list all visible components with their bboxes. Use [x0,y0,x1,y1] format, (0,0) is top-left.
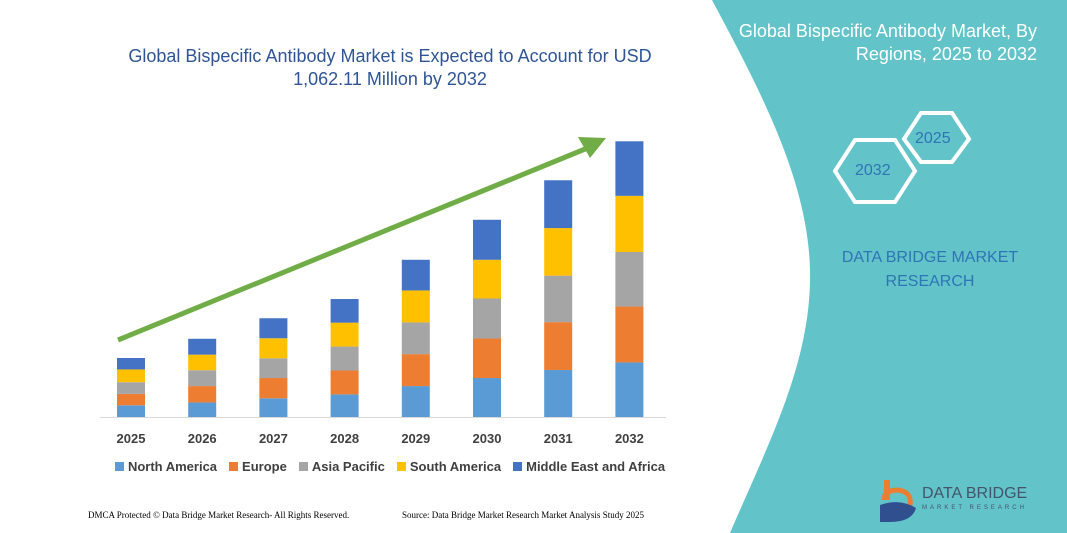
x-tick-label: 2030 [473,431,502,446]
bar-2026-middle-east-and-africa [188,338,217,355]
bar-2029-south-america [401,290,430,323]
x-tick-label: 2026 [188,431,217,446]
legend-swatch [396,462,406,471]
legend-label: Asia Pacific [311,459,385,474]
bar-2030-europe [473,338,501,379]
bar-2028-north-america [330,394,359,417]
bar-2026-asia-pacific [188,370,217,387]
footer-source: Source: Data Bridge Market Research Mark… [402,510,644,520]
hex-label-2032: 2032 [855,162,891,179]
trend-arrow [117,144,591,343]
bar-2025-north-america [117,405,145,417]
hexagon-2032 [832,138,918,204]
bar-2032-south-america [615,195,644,252]
bar-2032-asia-pacific [615,251,644,307]
brand-text: DATA BRIDGE MARKET RESEARCH [841,249,1019,290]
bar-2029-north-america [401,386,430,417]
bar-2027-asia-pacific [259,358,288,379]
logo-text: DATA BRIDGE [922,485,1028,502]
bar-2025-south-america [117,369,145,383]
bar-2030-south-america [473,259,501,299]
x-tick-label: 2027 [259,431,288,446]
x-tick-label: 2028 [330,431,359,446]
bar-2030-north-america [473,378,501,417]
bar-2029-middle-east-and-africa [401,259,430,291]
legend-swatch [513,462,523,471]
legend-item-north-america: North America [114,459,218,474]
legend-item-asia-pacific: Asia Pacific [298,459,385,474]
bar-2027-middle-east-and-africa [259,318,288,339]
bar-2025-middle-east-and-africa [117,358,145,370]
legend-label: Europe [242,459,287,474]
x-tick-label: 2029 [401,431,430,446]
legend-swatch [298,462,308,471]
chart-legend: North America Europe Asia Pacific South … [100,459,680,474]
bar-2030-asia-pacific [473,298,501,339]
legend-item-europe: Europe [229,459,287,474]
legend-label: Middle East and Africa [526,459,666,474]
bar-2032-europe [615,306,644,363]
bar-2028-asia-pacific [330,346,359,371]
bar-2027-north-america [259,398,288,417]
bar-2031-asia-pacific [544,275,573,323]
x-tick-label: 2031 [544,431,573,446]
side-panel-title: Global Bispecific Antibody Market, By Re… [738,21,1037,64]
bar-2027-europe [259,378,288,399]
side-panel-background [712,0,1067,533]
legend-label: North America [127,459,218,474]
bar-2028-south-america [330,322,359,347]
bar-2025-asia-pacific [117,382,145,394]
bar-2031-north-america [544,369,573,417]
bar-2026-south-america [188,354,217,371]
legend-label: South America [409,459,502,474]
x-tick-label: 2032 [615,431,644,446]
bar-2028-europe [330,370,359,395]
bar-2025-europe [117,393,145,406]
bar-2027-south-america [259,338,288,359]
trend-arrow-head [578,137,606,158]
legend-item-south-america: South America [396,459,502,474]
footer-copyright: DMCA Protected © Data Bridge Market Rese… [88,510,350,520]
bar-2029-asia-pacific [401,322,430,355]
bar-2030-middle-east-and-africa [473,219,501,260]
legend-item-middle-east-africa: Middle East and Africa [513,459,665,474]
bar-2032-middle-east-and-africa [615,141,644,196]
bar-2028-middle-east-and-africa [330,299,359,323]
bar-2026-europe [188,386,217,403]
bar-2026-north-america [188,402,217,417]
bar-2031-south-america [544,228,573,276]
x-tick-label: 2025 [117,431,146,446]
hex-label-2025: 2025 [915,130,951,147]
hexagon-2025 [901,111,972,164]
legend-swatch [229,462,239,471]
bar-2032-north-america [615,362,644,417]
legend-swatch [114,462,124,471]
logo-subtext: MARKET RESEARCH [922,505,1027,511]
bar-2031-europe [544,322,573,370]
bar-2031-middle-east-and-africa [544,180,573,229]
chart-title: Global Bispecific Antibody Market is Exp… [128,46,652,89]
bar-2029-europe [401,354,430,387]
data-bridge-logo-icon [880,480,916,522]
